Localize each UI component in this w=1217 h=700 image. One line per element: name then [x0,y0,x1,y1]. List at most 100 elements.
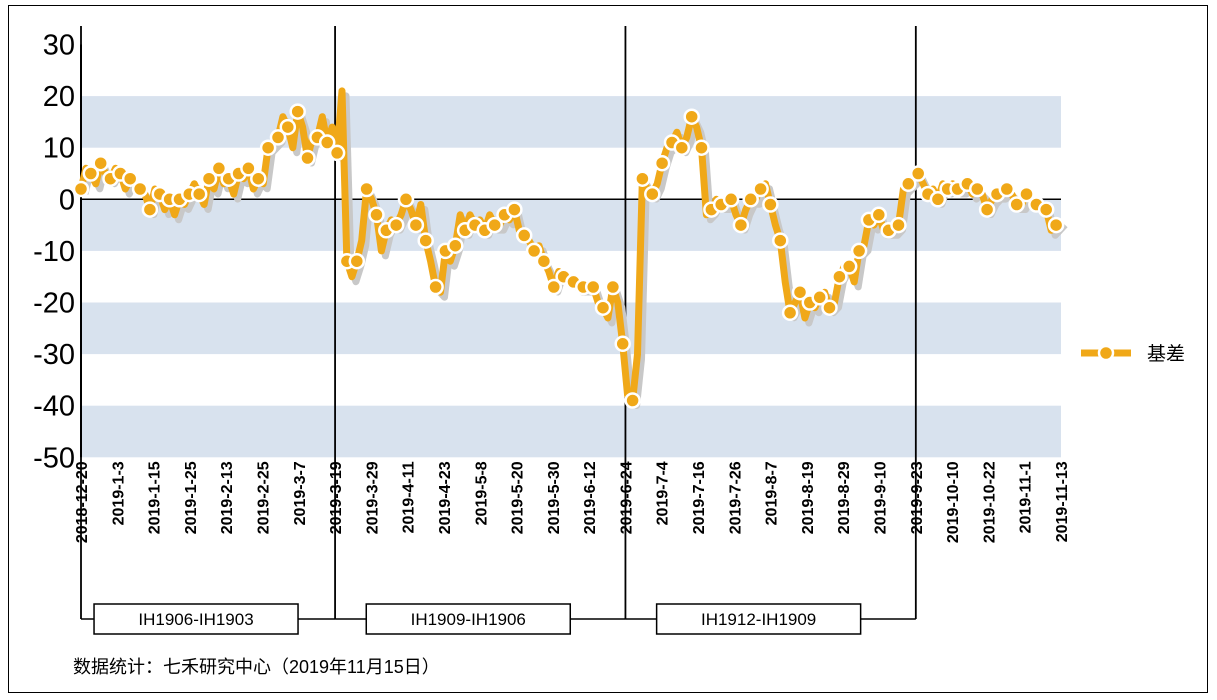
series-layer [72,87,1068,409]
x-tick-label: 2019-2-25 [255,461,272,534]
data-point [121,170,139,187]
grid-band [81,199,1061,251]
data-point [604,278,622,296]
x-tick-label: 2019-3-29 [364,461,381,534]
data-point [772,232,789,249]
data-point [909,165,927,182]
data-point [791,283,809,301]
data-point [131,180,149,198]
data-point [1008,196,1025,213]
data-point [732,216,750,234]
data-point [584,278,602,296]
x-tick-label: 2019-2-13 [219,461,236,534]
data-point [831,268,848,285]
data-point [821,299,838,316]
y-tick-label: 30 [43,30,75,62]
y-tick-label: -50 [33,442,75,474]
data-point [693,139,710,156]
data-point [82,165,100,182]
data-point [978,201,996,218]
x-tick-label: 2019-4-11 [401,461,418,533]
x-tick-label: 2019-8-29 [836,461,853,534]
data-point [545,278,563,296]
data-point [525,242,543,260]
data-point [387,216,405,234]
data-point [900,175,917,193]
data-point [1047,216,1065,234]
data-point [328,144,346,162]
data-point [348,252,366,270]
data-point [318,134,336,151]
data-point [358,180,375,198]
x-tick-label: 2019-9-23 [909,461,926,534]
data-point [683,108,700,125]
data-point [722,191,740,208]
data-point [1037,201,1055,218]
x-tick-label: 2019-1-25 [183,461,200,534]
data-point [1018,185,1035,203]
data-point [200,170,218,187]
x-tick-label: 2019-3-7 [292,461,309,525]
data-point [762,196,779,213]
chart-frame: 30 20 10 0 -10 -20 -30 -40 -50 2018-12-20 2019-1-… [8,5,1208,693]
y-tick-label: -30 [33,339,75,371]
contract-period-label: IH1906-IH1903 [138,610,253,629]
x-tick-label: 2019-3-19 [328,461,345,534]
x-tick-label: 2019-6-12 [582,461,599,534]
y-tick-label: -40 [33,391,75,423]
y-tick-label: -10 [33,236,75,268]
data-point [673,139,691,156]
x-tick-label: 2019-10-22 [981,461,998,543]
x-tick-label: 2019-7-26 [727,461,744,534]
x-tick-label: 2018-12-20 [74,461,91,543]
contract-period-box [655,603,862,635]
data-point [594,299,612,316]
x-tick-label: 2019-5-30 [546,461,563,534]
data-point [299,149,316,167]
x-tick-label: 2019-7-4 [655,461,672,525]
x-tick-label: 2019-5-8 [473,461,490,525]
data-point [850,242,868,260]
data-point [486,216,503,234]
data-point [929,191,947,208]
data-point [141,201,159,218]
data-point [397,191,415,208]
legend: 基差 [1081,343,1185,365]
data-point [624,392,641,409]
data-point [752,180,769,198]
data-point [259,139,277,156]
data-point [840,258,858,275]
y-tick-label: 0 [59,184,75,216]
x-tick-label: 2019-1-3 [110,461,127,525]
x-tick-label: 2019-4-23 [437,461,454,534]
legend-label: 基差 [1147,343,1185,365]
data-point [969,180,986,198]
contract-period-box [365,603,572,635]
grid-band [81,96,1061,148]
data-point [92,154,109,172]
data-point [890,216,907,234]
data-source-note: 数据统计：七禾研究中心（2019年11月15日） [73,657,440,677]
x-tick-label: 2019-11-1 [1018,461,1035,533]
y-tick-label: 20 [43,81,75,113]
x-tick-label: 2019-5-20 [510,461,527,534]
x-tick-label: 2019-8-19 [800,461,817,534]
x-tick-label: 2019-6-24 [618,461,635,534]
y-axis-tick-labels: 30 20 10 0 -10 -20 -30 -40 -50 [33,30,75,475]
data-point [634,170,651,187]
data-point [515,227,533,244]
data-point [644,185,661,203]
data-point [368,206,385,224]
legend-marker [1097,344,1115,362]
data-point [742,191,759,208]
data-point [289,103,306,120]
data-point [447,237,464,254]
x-axis-tick-labels: 2018-12-20 2019-1-3 2019-1-15 2019-1-25 2019… [74,461,1071,543]
data-point [279,118,297,136]
data-point [250,170,267,187]
grid-band [81,405,1061,458]
data-point [811,289,828,306]
data-point [614,335,631,353]
data-point [269,129,287,146]
data-point [653,154,671,172]
